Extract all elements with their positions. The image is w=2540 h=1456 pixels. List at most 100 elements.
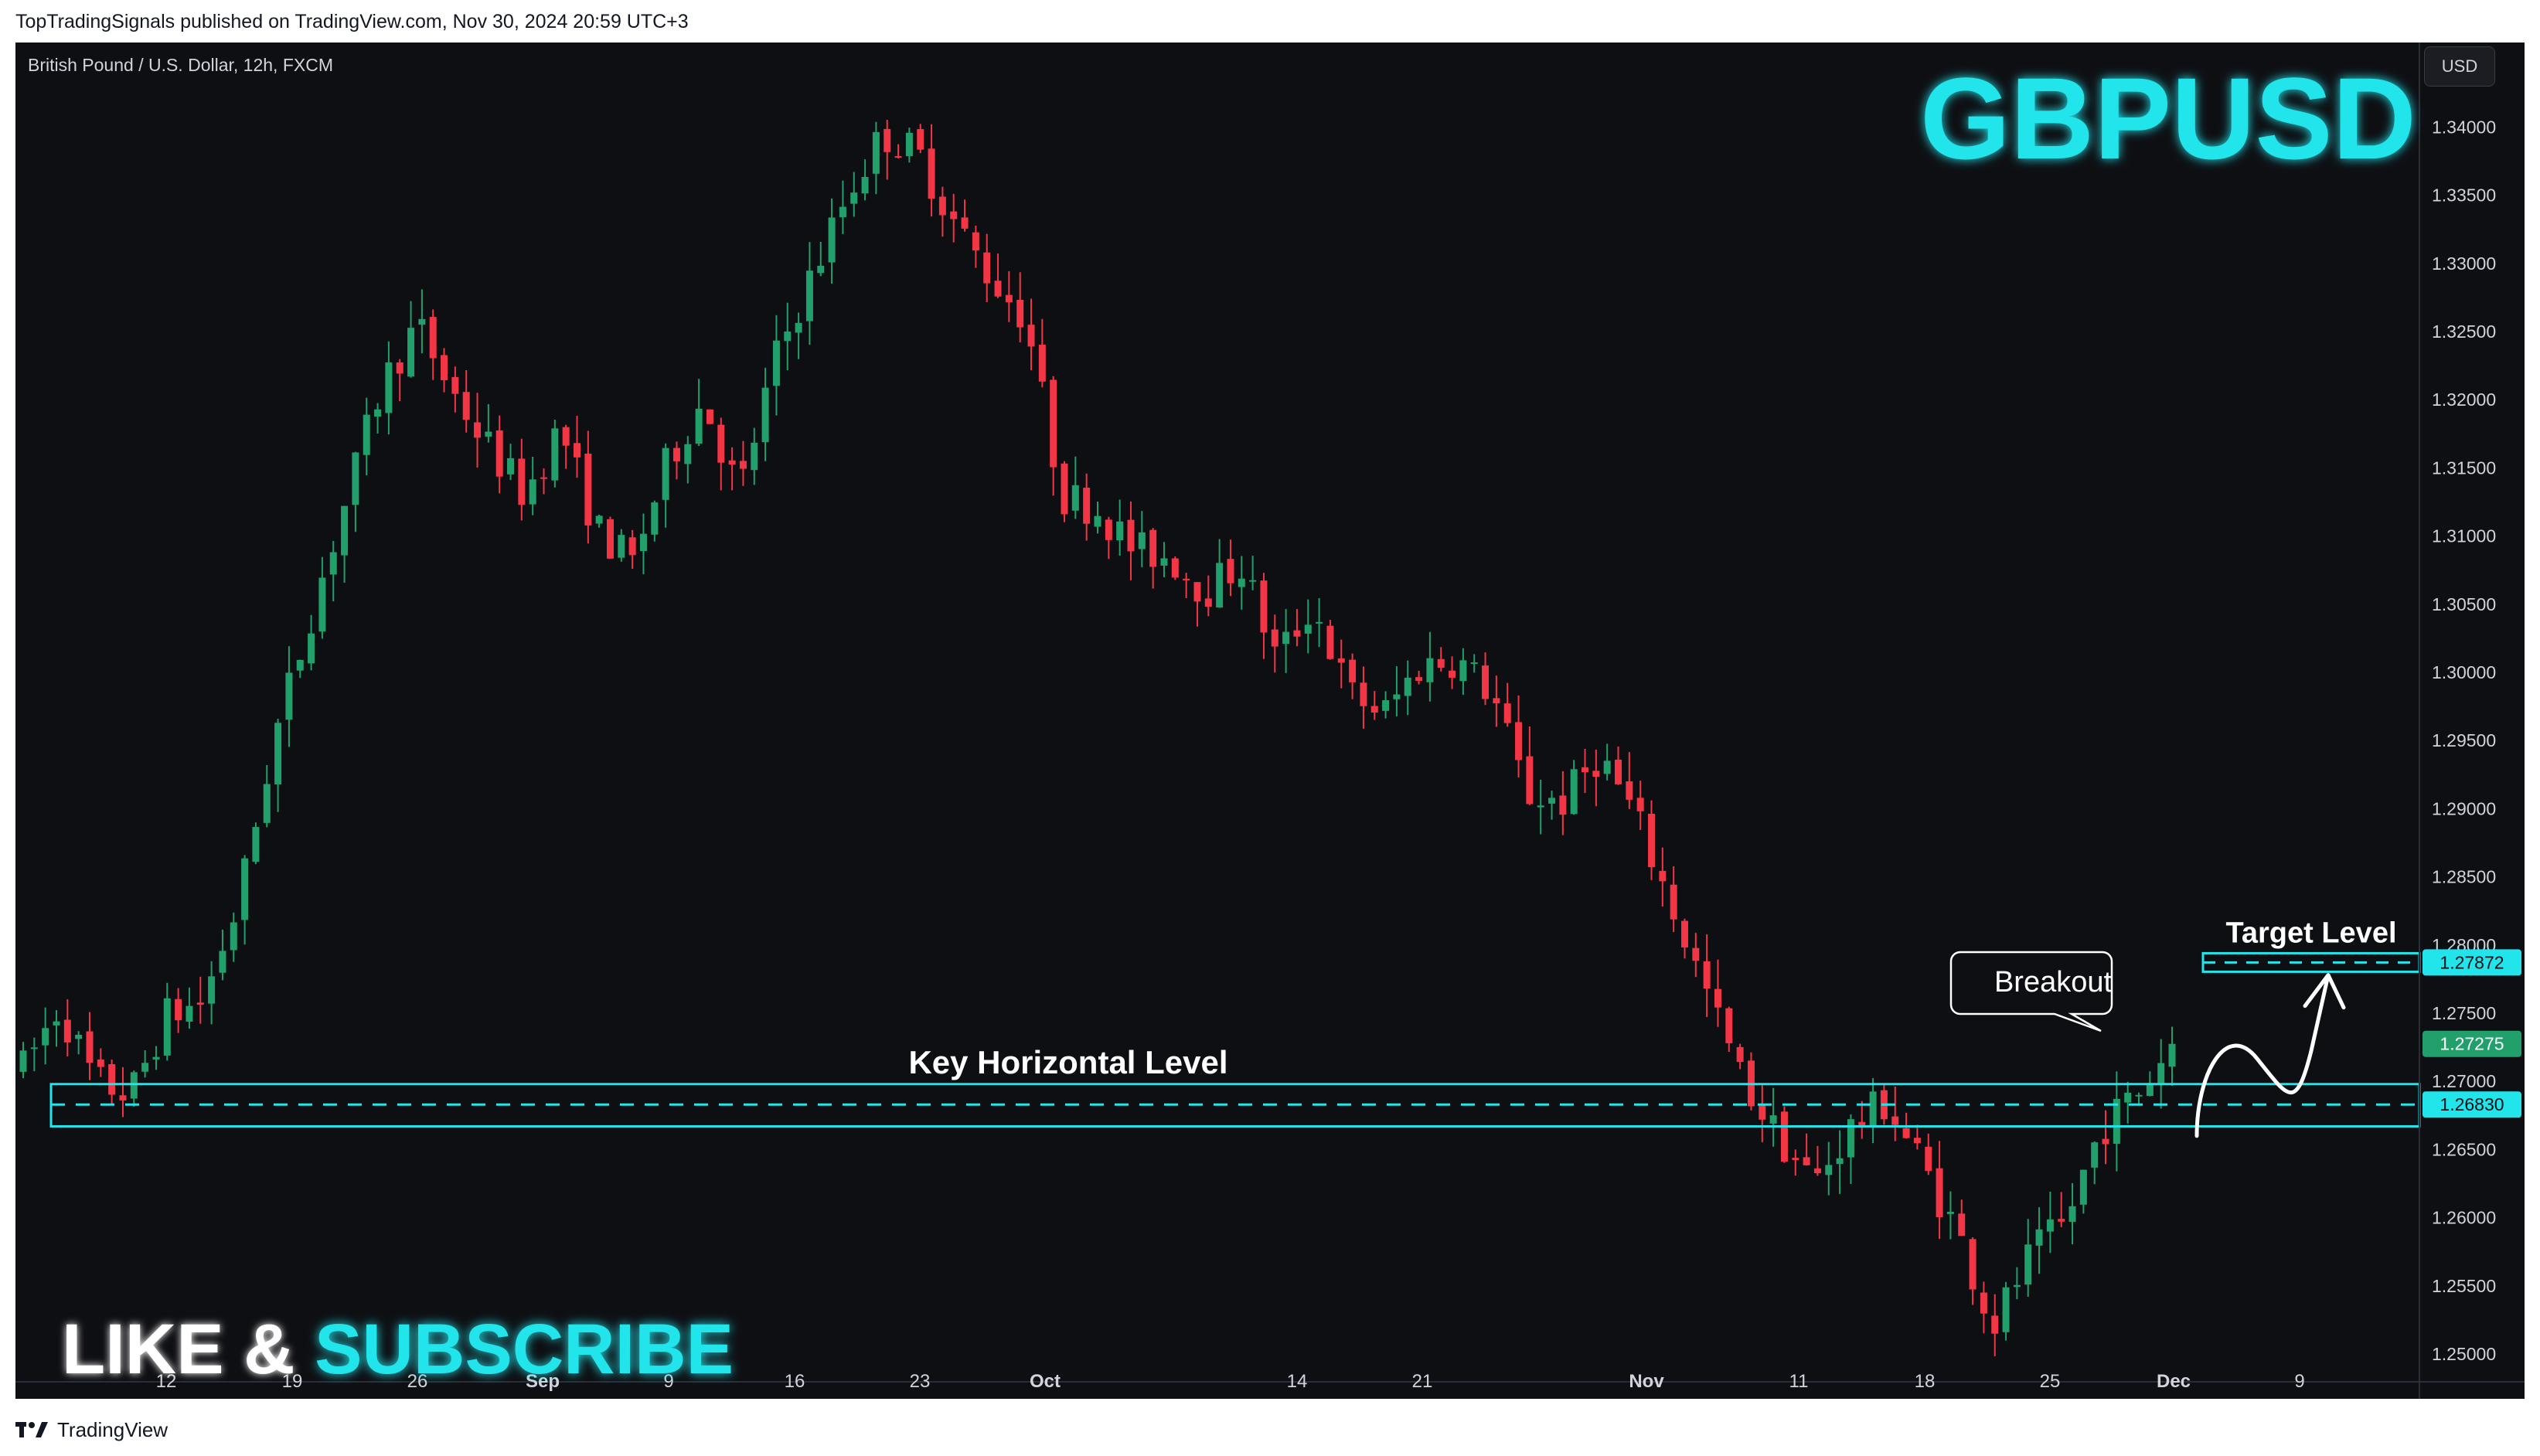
candle-body <box>1515 722 1523 760</box>
candle-body <box>983 252 991 284</box>
candle-body <box>1016 299 1024 328</box>
time-tick-label: 26 <box>407 1371 428 1392</box>
candle-body <box>429 317 437 359</box>
candle-body <box>1692 947 1700 961</box>
candle-body <box>374 409 382 417</box>
candle-body <box>573 443 581 458</box>
candle-body <box>1183 578 1190 580</box>
candle-body <box>684 444 692 464</box>
candle-body <box>474 422 482 438</box>
candle-body <box>2124 1092 2132 1103</box>
candle-body <box>1005 294 1013 303</box>
price-tick-label: 1.27500 <box>2432 1003 2496 1023</box>
candle-body <box>2157 1063 2165 1084</box>
candle-body <box>1813 1168 1821 1174</box>
candle-body <box>1061 463 1068 515</box>
candle-body <box>695 408 703 444</box>
candle-body <box>872 131 880 174</box>
candle-body <box>2102 1138 2109 1145</box>
candle-body <box>1238 578 1245 587</box>
candle-body <box>141 1063 149 1072</box>
candle-body <box>2168 1043 2176 1067</box>
candle-body <box>1626 781 1633 800</box>
candle-body <box>861 177 869 194</box>
candle-body <box>196 1002 204 1005</box>
footer-brand[interactable]: TradingView <box>15 1416 168 1444</box>
candle-body <box>1780 1111 1788 1162</box>
candlestick-chart[interactable]: Key Horizontal Level Target Level Breakout… <box>15 43 2525 1399</box>
candle-body <box>1836 1158 1844 1165</box>
price-tick-label: 1.29500 <box>2432 730 2496 750</box>
time-tick-label: 9 <box>2294 1371 2304 1392</box>
candle-body <box>884 128 891 152</box>
price-tick-label: 1.30000 <box>2432 662 2496 682</box>
candle-body <box>1636 798 1644 811</box>
time-tick-label: Sep <box>526 1371 560 1392</box>
time-tick-label: Dec <box>2157 1371 2191 1392</box>
candle-body <box>1260 580 1268 633</box>
candle-body <box>1415 677 1423 682</box>
candle-body <box>1615 759 1622 784</box>
candle-body <box>441 355 448 380</box>
candle-body <box>2068 1206 2076 1222</box>
annotation-layer: Key Horizontal Level Target Level Breakout <box>49 917 2421 1138</box>
candle-body <box>163 998 171 1056</box>
candle-body <box>1027 325 1035 347</box>
last-price-tag: 1.27275 <box>2440 1034 2504 1054</box>
currency-button[interactable]: USD <box>2424 46 2495 87</box>
key-price-tag-bg <box>2423 1091 2521 1118</box>
time-tick-label: 23 <box>910 1371 931 1392</box>
candle-body <box>1703 961 1711 989</box>
candle-body <box>1980 1292 1987 1314</box>
price-tick-label: 1.34000 <box>2432 117 2496 137</box>
subscribe-text: SUBSCRIBE <box>315 1310 734 1389</box>
candle-body <box>42 1028 49 1046</box>
price-tick-label: 1.33000 <box>2432 253 2496 274</box>
price-tick-label: 1.32000 <box>2432 390 2496 410</box>
candle-body <box>672 447 680 461</box>
candle-body <box>396 362 403 374</box>
time-tick-label: 18 <box>1915 1371 1936 1392</box>
candle-body <box>1769 1115 1777 1124</box>
candle-body <box>1736 1046 1744 1063</box>
key-price-tag: 1.26830 <box>2440 1094 2504 1114</box>
candle-body <box>639 533 647 552</box>
price-tick-label: 1.28500 <box>2432 867 2496 887</box>
time-tick-label: Oct <box>1030 1371 1061 1392</box>
price-tick-label: 1.27000 <box>2432 1071 2496 1091</box>
axes-layer: 1.34000 1.33500 1.33000 1.32500 1.32000 1.315… <box>15 43 2525 1399</box>
candle-body <box>739 461 747 469</box>
candle-body <box>562 427 570 446</box>
candle-body <box>628 537 636 556</box>
candle-body <box>595 515 603 524</box>
candle-body <box>1138 532 1146 549</box>
target-price-tag-bg <box>2423 949 2521 976</box>
candle-body <box>1193 582 1201 602</box>
candle-body <box>97 1059 104 1067</box>
candle-body <box>751 442 758 471</box>
candle-body <box>1759 1104 1766 1120</box>
candle-body <box>805 270 813 321</box>
candle-body <box>1537 805 1544 808</box>
candle-body <box>584 454 592 526</box>
candle-body <box>252 827 260 862</box>
time-tick-label: 14 <box>1287 1371 1308 1392</box>
candle-body <box>53 1021 60 1026</box>
candle-body <box>75 1034 83 1039</box>
time-tick-label: 21 <box>1412 1371 1433 1392</box>
candle-body <box>263 784 271 823</box>
candle-body <box>2035 1229 2043 1246</box>
candle-body <box>1360 682 1367 706</box>
time-tick-label: 12 <box>156 1371 177 1392</box>
candle-body <box>495 430 503 477</box>
candle-body <box>341 505 349 556</box>
candle-body <box>2013 1284 2021 1288</box>
like-subscribe-banner: LIKE & SUBSCRIBE <box>62 1310 734 1389</box>
candle-body <box>972 232 979 251</box>
candle-body <box>1958 1213 1966 1237</box>
candle-body <box>1038 345 1046 382</box>
candle-body <box>938 196 946 216</box>
candle-body <box>839 206 846 218</box>
candle-body <box>363 414 370 455</box>
candle-body <box>1304 624 1312 634</box>
